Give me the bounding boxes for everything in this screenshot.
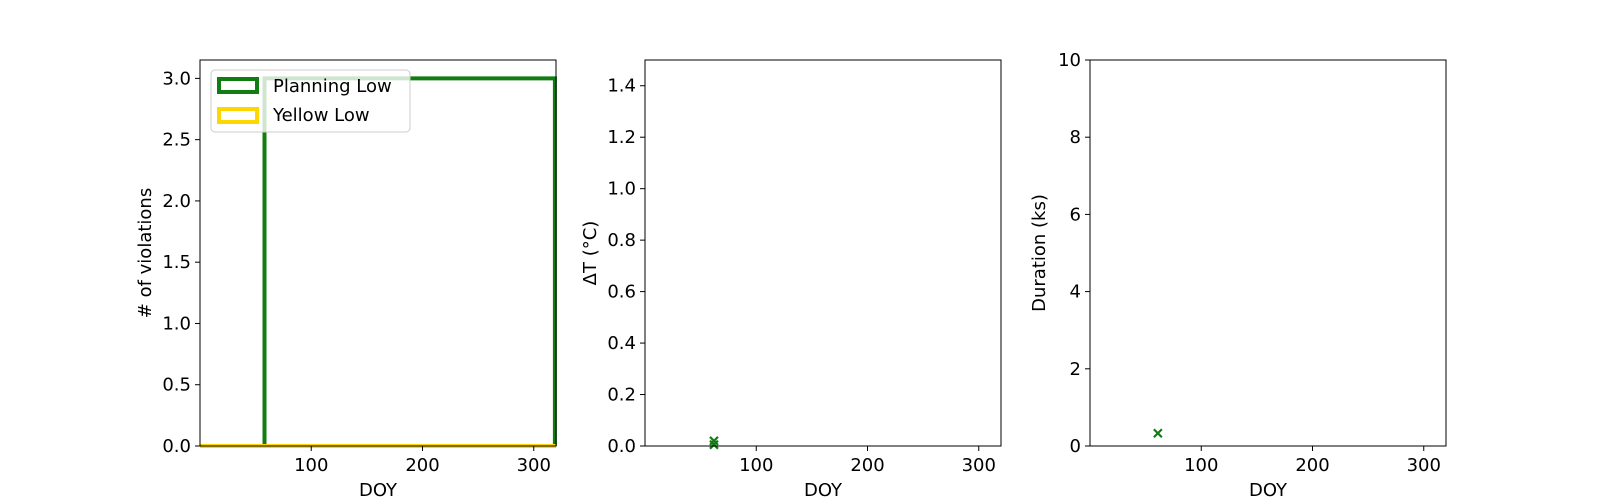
legend-label-planning-low: Planning Low — [273, 76, 392, 97]
y-tick-label: 1.5 — [162, 252, 191, 273]
y-tick-label: 10 — [1058, 50, 1081, 71]
panel-delta-t-xlabel: DOY — [804, 480, 843, 500]
y-tick-label: 0.5 — [162, 375, 191, 396]
legend-label-yellow-low: Yellow Low — [272, 105, 370, 126]
y-tick-label: 6 — [1070, 204, 1081, 225]
panel-violations-frame — [199, 59, 557, 447]
y-tick-label: 0.0 — [162, 436, 191, 457]
panel-violations-series — [200, 76, 557, 448]
panel-violations-yticks: 0.0 0.5 1.0 1.5 2.0 2.5 3.0 — [162, 68, 200, 457]
panel-violations-ylabel: # of violations — [135, 188, 156, 318]
legend-swatch-yellow-low — [217, 107, 259, 124]
y-tick-label: 1.0 — [162, 313, 191, 334]
x-tick-label: 100 — [1184, 455, 1218, 476]
panel-duration-xticks: 100 200 300 — [1184, 446, 1441, 476]
x-tick-label: 100 — [739, 455, 773, 476]
panel-duration-yticks: 0 2 4 6 8 10 — [1058, 50, 1090, 457]
panel-duration-series — [1153, 428, 1163, 439]
scatter-point — [709, 439, 719, 450]
x-tick-label: 200 — [405, 455, 439, 476]
y-tick-label: 8 — [1070, 127, 1081, 148]
y-tick-label: 3.0 — [162, 68, 191, 89]
y-tick-label: 4 — [1070, 282, 1081, 303]
y-tick-label: 2 — [1070, 359, 1081, 380]
panel-duration-xlabel: DOY — [1249, 480, 1288, 500]
panel-violations: 100 200 300 0.0 0.5 1.0 1.5 2.0 2.5 3.0 DOY # of… — [135, 59, 557, 500]
y-tick-label: 0.2 — [607, 385, 636, 406]
y-tick-label: 1.2 — [607, 127, 636, 148]
x-tick-label: 100 — [294, 455, 328, 476]
y-tick-label: 1.0 — [607, 179, 636, 200]
y-tick-label: 1.4 — [607, 76, 636, 97]
y-tick-label: 0.4 — [607, 333, 636, 354]
panel-delta-t-frame — [644, 59, 1002, 447]
panel-delta-t-xticks: 100 200 300 — [739, 446, 996, 476]
panel-duration-frame — [1089, 59, 1447, 447]
x-tick-label: 300 — [517, 455, 551, 476]
panel-duration-ylabel: Duration (ks) — [1029, 194, 1050, 312]
panel-violations-xticks: 100 200 300 — [294, 446, 551, 476]
marker-stroke — [1153, 428, 1163, 439]
y-tick-label: 0.6 — [607, 282, 636, 303]
y-tick-label: 0.0 — [607, 436, 636, 457]
legend-frame — [210, 69, 411, 133]
x-tick-label: 200 — [1295, 455, 1329, 476]
y-tick-label: 0.8 — [607, 230, 636, 251]
legend-swatch-planning-low — [217, 77, 259, 94]
panel-duration: 100 200 300 0 2 4 6 8 10 DOY Duration (ks) — [1029, 50, 1447, 500]
x-tick-label: 200 — [850, 455, 884, 476]
panel-delta-t-yticks: 0.0 0.2 0.4 0.6 0.8 1.0 1.2 1.4 — [607, 76, 645, 457]
panel-violations-xlabel: DOY — [359, 480, 398, 500]
y-tick-label: 0 — [1070, 436, 1081, 457]
y-tick-label: 2.0 — [162, 191, 191, 212]
panel-violations-legend: Planning Low Yellow Low — [210, 69, 411, 133]
scatter-point — [1153, 428, 1163, 439]
x-tick-label: 300 — [1407, 455, 1441, 476]
panel-delta-t: 100 200 300 0.0 0.2 0.4 0.6 0.8 1.0 1.2 1.4 DOY Δ… — [580, 59, 1002, 500]
panel-delta-t-ylabel: ΔT (°C) — [580, 221, 601, 286]
marker-stroke — [709, 439, 719, 450]
x-tick-label: 300 — [962, 455, 996, 476]
series-line-planning-low — [200, 76, 557, 448]
panel-delta-t-series — [709, 436, 719, 450]
y-tick-label: 2.5 — [162, 130, 191, 151]
